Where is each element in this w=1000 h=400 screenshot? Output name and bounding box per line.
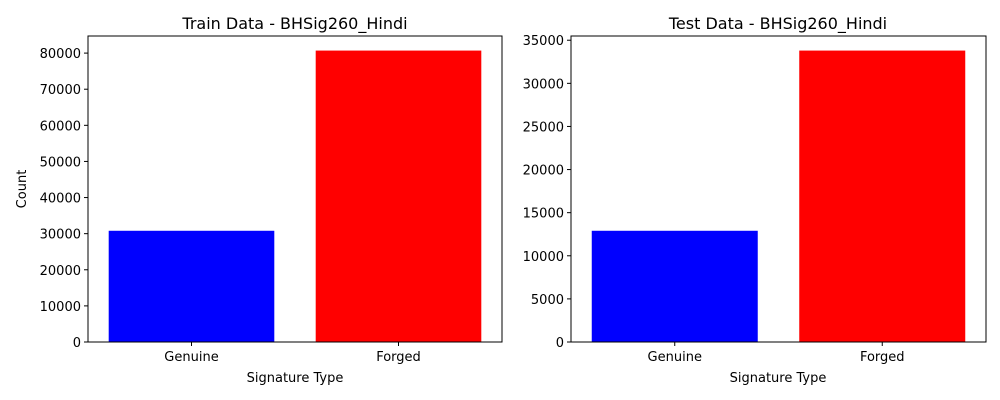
y-tick-label: 80000 [40,47,81,62]
y-tick-label: 50000 [40,155,81,170]
y-tick-label: 30000 [40,228,81,243]
y-tick-label: 20000 [40,264,81,279]
chart-train: Train Data - BHSig260_Hindi 0 10000 20000 3… [15,14,503,386]
x-tick-label: Forged [376,350,421,365]
y-tick-label: 70000 [40,83,81,98]
plot-frame [570,35,987,343]
bars [591,50,966,342]
y-tick-label: 20000 [523,164,564,179]
y-tick-label: 60000 [40,119,81,134]
bar-genuine [108,230,275,342]
y-tick-label: 15000 [523,207,564,222]
y-tick-label: 10000 [523,250,564,265]
x-axis: Genuine Forged [164,342,421,365]
y-axis: 0 10000 20000 30000 40000 50000 60000 70000 8000… [40,47,88,351]
chart-title: Train Data - BHSig260_Hindi [181,14,407,34]
bar-genuine [591,230,758,342]
x-axis-label: Signature Type [247,371,344,386]
x-axis-label: Signature Type [730,371,827,386]
bar-forged [315,50,482,342]
plot-frame [87,35,503,343]
bars [108,50,482,342]
chart-test: Test Data - BHSig260_Hindi 0 5000 10000 150… [523,14,987,386]
y-tick-label: 25000 [523,120,564,135]
y-tick-label: 0 [556,336,564,351]
x-axis: Genuine Forged [648,342,905,365]
y-axis-label: Count [15,170,30,209]
x-tick-label: Genuine [648,350,702,365]
y-tick-label: 10000 [40,300,81,315]
y-tick-label: 5000 [531,293,564,308]
x-tick-label: Genuine [164,350,218,365]
bar-forged [799,50,966,342]
y-tick-label: 0 [73,336,81,351]
y-axis: 0 5000 10000 15000 20000 25000 30000 35000 [523,34,571,351]
y-tick-label: 35000 [523,34,564,49]
x-tick-label: Forged [860,350,905,365]
y-tick-label: 30000 [523,77,564,92]
y-tick-label: 40000 [40,192,81,207]
chart-title: Test Data - BHSig260_Hindi [668,14,887,34]
